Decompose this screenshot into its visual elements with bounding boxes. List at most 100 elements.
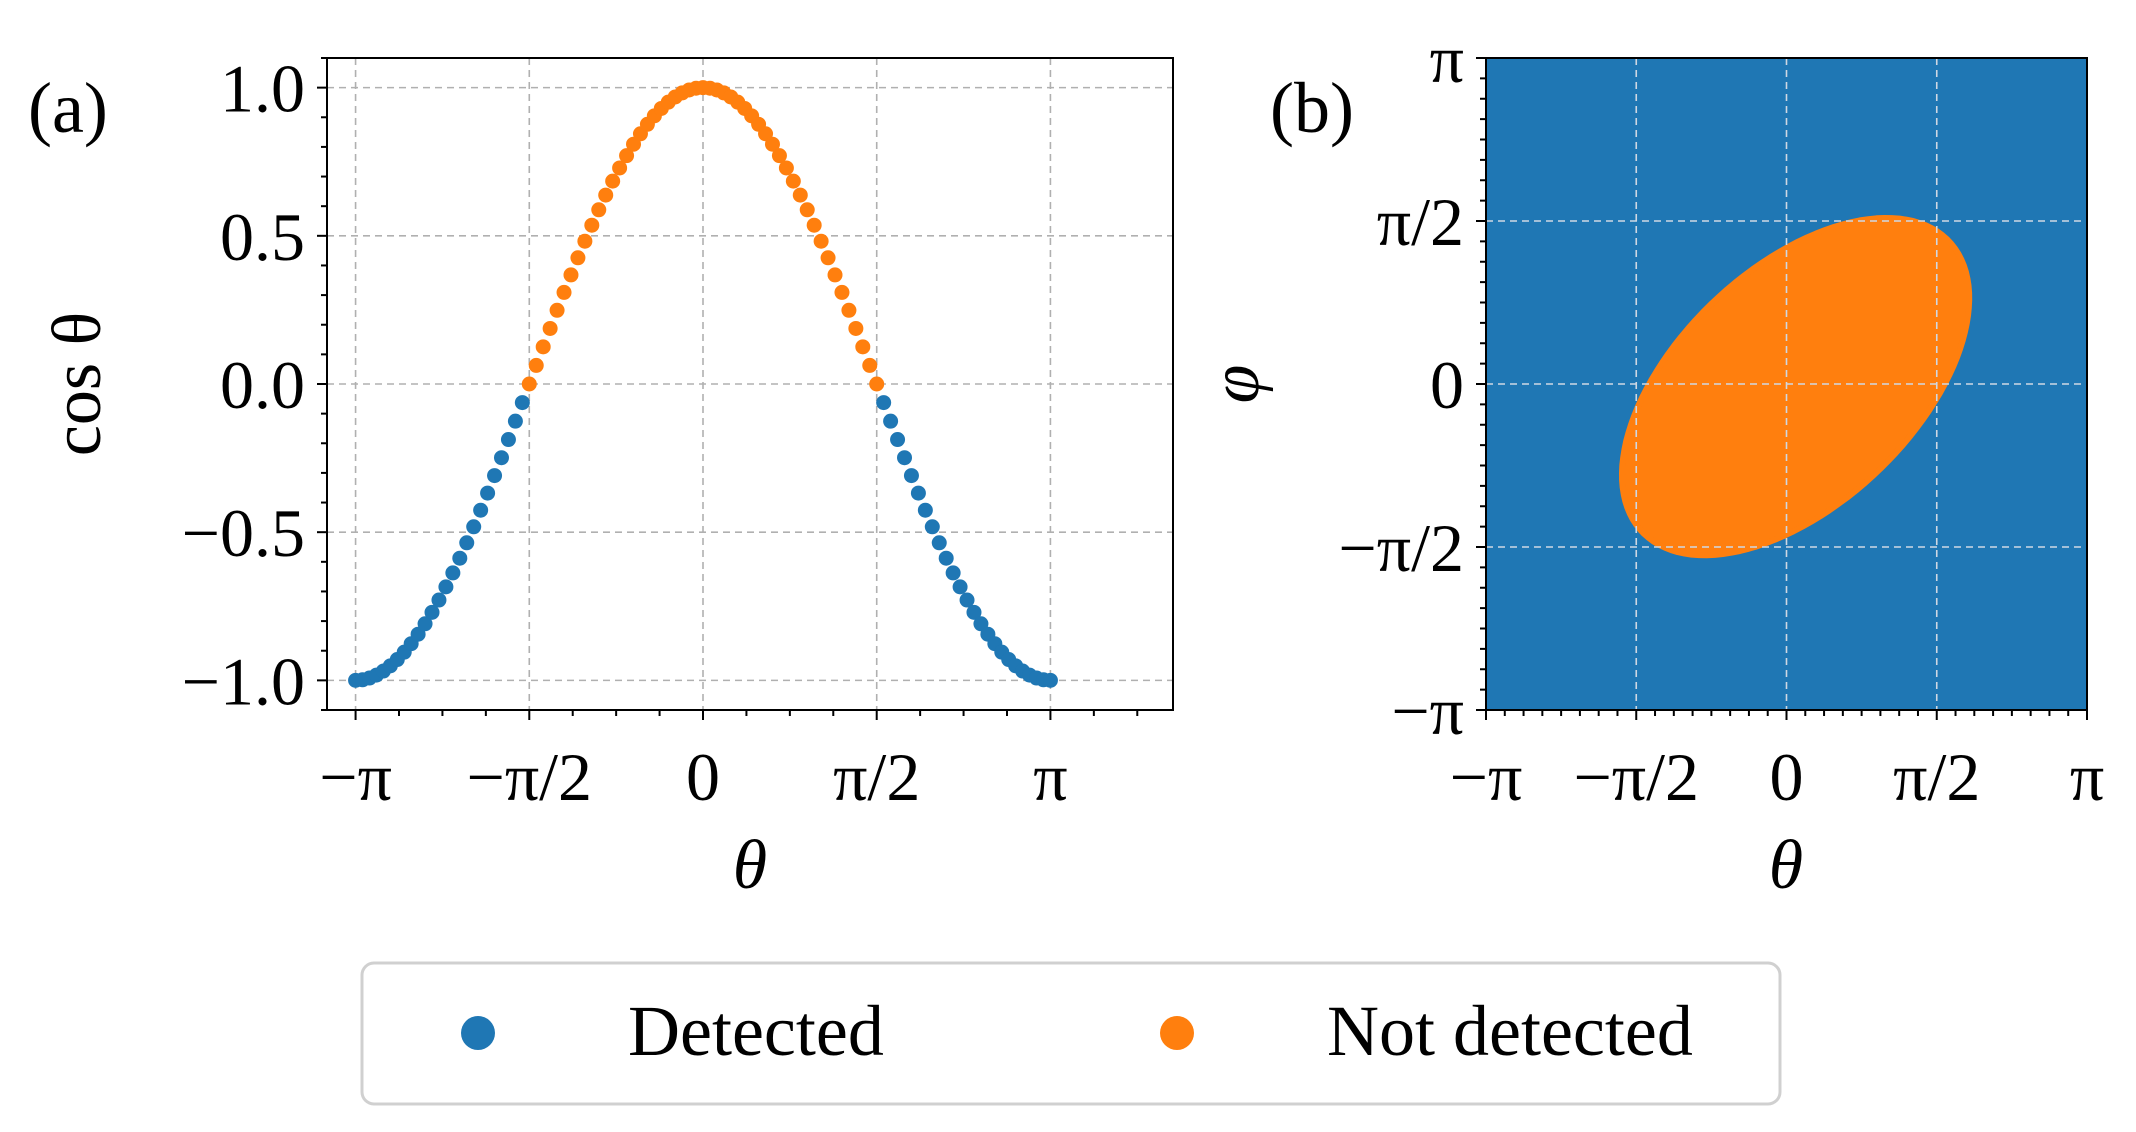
point-not-detected (841, 302, 857, 318)
panel-b-not-detected-region (1619, 215, 1973, 559)
panel-a-xtick-label-4: π (1033, 739, 1067, 815)
point-not-detected (584, 217, 600, 233)
point-detected (897, 450, 913, 466)
point-not-detected (535, 339, 551, 355)
point-detected (507, 413, 523, 429)
point-not-detected (542, 320, 558, 336)
point-not-detected (570, 250, 586, 266)
panel-b-grid (1486, 58, 2087, 710)
panel-a-xtick-label-2: 0 (686, 739, 720, 815)
panel-b-xtick-label-4: π (2070, 739, 2104, 815)
point-detected (959, 592, 975, 608)
point-detected (910, 485, 926, 501)
point-detected (966, 604, 982, 620)
point-detected (1042, 672, 1058, 688)
point-detected (445, 565, 461, 581)
point-detected (952, 579, 968, 595)
legend-marker-not-detected (1160, 1016, 1194, 1050)
panel-b-ytick-label-1: −π/2 (1338, 510, 1464, 586)
panel-a-x-axis-label: θ (733, 827, 767, 904)
panel-b-ytick-label-2: 0 (1430, 347, 1464, 423)
point-detected (431, 592, 447, 608)
panel-b-ticks (1476, 57, 2088, 720)
panel-b-xtick-label-3: π/2 (1893, 739, 1980, 815)
point-not-detected (806, 217, 822, 233)
point-not-detected (869, 376, 885, 392)
legend-label-not-detected: Not detected (1327, 991, 1693, 1071)
point-not-detected (591, 202, 607, 218)
panel-a-xtick-label-3: π/2 (833, 739, 920, 815)
legend-box (360, 961, 1782, 1106)
point-not-detected (771, 148, 787, 164)
point-not-detected (862, 357, 878, 373)
panel-a-y-axis-label: cos θ (39, 312, 116, 456)
point-not-detected (792, 187, 808, 203)
point-detected (938, 550, 954, 566)
point-detected (514, 395, 530, 411)
point-not-detected (813, 233, 829, 249)
point-not-detected (834, 284, 850, 300)
panel-a-ytick-label-4: 1.0 (220, 51, 305, 127)
panel-b-x-tick-labels: −π −π/2 0 π/2 π (1450, 739, 2105, 815)
panel-a-xtick-label-0: −π (319, 739, 392, 815)
point-detected (500, 432, 516, 448)
panel-a-ticks (317, 57, 1139, 720)
point-not-detected (549, 302, 565, 318)
point-not-detected (598, 187, 614, 203)
point-not-detected (827, 267, 843, 283)
point-not-detected (577, 233, 593, 249)
point-detected (924, 519, 940, 535)
point-not-detected (820, 250, 836, 266)
panel-a-x-tick-labels: −π −π/2 0 π/2 π (319, 739, 1067, 815)
legend: Detected Not detected (360, 961, 1782, 1106)
point-detected (438, 579, 454, 595)
point-detected (424, 604, 440, 620)
point-not-detected (563, 267, 579, 283)
point-not-detected (556, 284, 572, 300)
panel-b-ytick-label-3: π/2 (1377, 184, 1464, 260)
panel-b-ytick-label-0: −π (1391, 673, 1464, 749)
point-detected (487, 468, 503, 484)
panel-a-xtick-label-1: −π/2 (466, 739, 592, 815)
point-not-detected (605, 173, 621, 189)
point-not-detected (528, 357, 544, 373)
panel-a-ytick-label-3: 0.5 (220, 199, 305, 275)
point-detected (883, 413, 899, 429)
panel-a-ytick-label-2: 0.0 (220, 347, 305, 423)
point-not-detected (799, 202, 815, 218)
point-detected (417, 616, 433, 632)
point-detected (890, 432, 906, 448)
point-not-detected (778, 160, 794, 176)
legend-label-detected: Detected (628, 991, 884, 1071)
panel-a-ytick-label-0: −1.0 (182, 643, 305, 719)
point-detected (473, 502, 489, 518)
panel-a-ytick-label-1: −0.5 (182, 495, 305, 571)
point-not-detected (848, 320, 864, 336)
point-detected (945, 565, 961, 581)
panel-b-detection-map: −π −π/2 0 π/2 π −π −π/2 0 π/2 π (b) θ φ (1197, 21, 2104, 904)
panel-a-label: (a) (28, 68, 108, 148)
point-detected (493, 450, 509, 466)
panel-b-xtick-label-2: 0 (1770, 739, 1804, 815)
panel-a-y-tick-labels: −1.0 −0.5 0.0 0.5 1.0 (182, 51, 305, 720)
point-detected (480, 485, 496, 501)
point-detected (931, 535, 947, 551)
point-detected (459, 535, 475, 551)
point-not-detected (619, 148, 635, 164)
panel-b-xtick-label-0: −π (1450, 739, 1523, 815)
panel-b-y-tick-labels: −π −π/2 0 π/2 π (1338, 21, 1464, 749)
point-detected (876, 395, 892, 411)
panel-b-ytick-label-4: π (1430, 21, 1464, 97)
point-not-detected (521, 376, 537, 392)
panel-b-label: (b) (1270, 68, 1354, 148)
panel-b-xtick-label-1: −π/2 (1573, 739, 1699, 815)
panel-a-points (348, 80, 1058, 688)
point-not-detected (612, 160, 628, 176)
panel-a-grid (327, 58, 1173, 710)
point-detected (903, 468, 919, 484)
point-not-detected (764, 136, 780, 152)
point-detected (452, 550, 468, 566)
point-detected (466, 519, 482, 535)
panel-a-cosine-scatter: −π −π/2 0 π/2 π −1.0 −0.5 0.0 0.5 1.0 (a) θ cos … (28, 51, 1174, 904)
